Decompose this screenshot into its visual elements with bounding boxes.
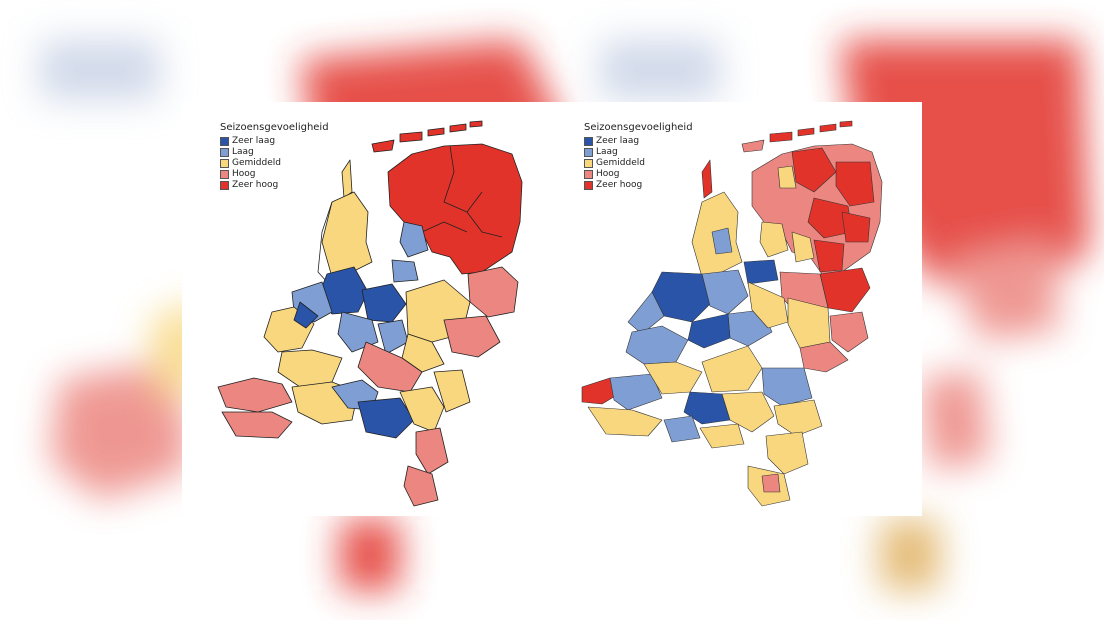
legend-item-zeer-laag: Zeer laag (584, 136, 693, 147)
legend-left: Seizoensgevoeligheid Zeer laag Laag Gemi… (220, 122, 329, 191)
legend-item-zeer-hoog: Zeer hoog (220, 180, 329, 191)
legend-item-gemiddeld: Gemiddeld (220, 158, 329, 169)
legend-title: Seizoensgevoeligheid (220, 122, 329, 133)
legend-title: Seizoensgevoeligheid (584, 122, 693, 133)
netherlands-map-regions (217, 120, 523, 507)
legend-item-laag: Laag (220, 147, 329, 158)
legend-item-zeer-laag: Zeer laag (220, 136, 329, 147)
netherlands-map-municipalities (581, 120, 883, 507)
legend-item-zeer-hoog: Zeer hoog (584, 180, 693, 191)
maps-card: Seizoensgevoeligheid Zeer laag Laag Gemi… (182, 102, 922, 516)
map-right: Seizoensgevoeligheid Zeer laag Laag Gemi… (552, 102, 922, 516)
legend-item-laag: Laag (584, 147, 693, 158)
legend-item-gemiddeld: Gemiddeld (584, 158, 693, 169)
legend-item-hoog: Hoog (584, 169, 693, 180)
legend-item-hoog: Hoog (220, 169, 329, 180)
legend-right: Seizoensgevoeligheid Zeer laag Laag Gemi… (584, 122, 693, 191)
map-left: Seizoensgevoeligheid Zeer laag Laag Gemi… (182, 102, 552, 516)
